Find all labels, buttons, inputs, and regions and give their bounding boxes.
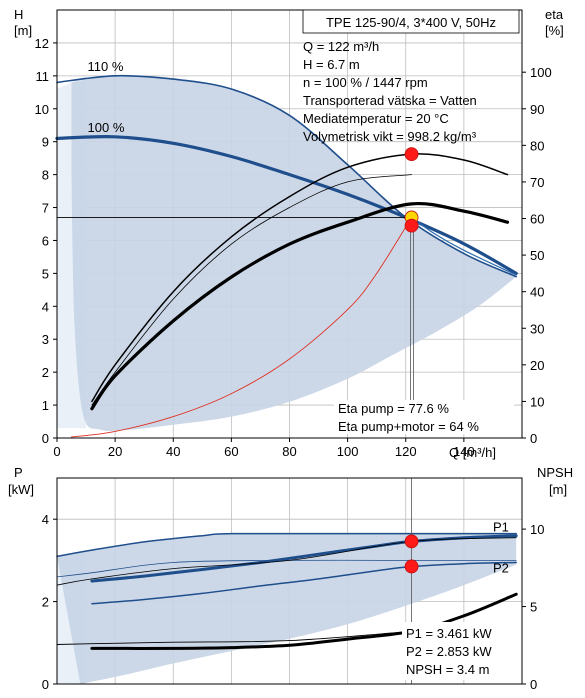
y2-tick-label: 5: [530, 600, 537, 615]
eta-line: Eta pump = 77.6 %: [338, 401, 449, 416]
info-line: n = 100 % / 1447 rpm: [303, 75, 428, 90]
y2-axis-label-unit: [%]: [545, 23, 564, 38]
y2-tick-label: 60: [530, 212, 544, 227]
x-tick-label: 40: [166, 444, 180, 459]
series-line-4: [56, 537, 517, 586]
operating-point-marker: [404, 147, 419, 162]
y-tick-label: 2: [42, 595, 49, 610]
x-tick-label: 140: [453, 444, 475, 459]
series-line-3: [71, 216, 413, 438]
info-line: Volymetrisk vikt = 998.2 kg/m³: [303, 129, 477, 144]
y-tick-label: 3: [42, 332, 49, 347]
y2-tick-label: 0: [530, 677, 537, 692]
operating-point-marker: [404, 534, 419, 549]
power-line: P2 = 2.853 kW: [406, 644, 492, 659]
series-line-4: [91, 153, 509, 403]
y-axis-label: P: [14, 465, 23, 480]
info-line: Q = 122 m³/h: [303, 39, 379, 54]
y2-axis-label: NPSH: [537, 465, 573, 480]
y-tick-label: 2: [42, 365, 49, 380]
power-npsh-panel: 0 2 4 0 5 10 P [kW] NPSH [m] P1 P2 P1 = 3.461 kW P2 =…: [8, 465, 573, 692]
series-line-6: [56, 630, 413, 645]
y-tick-label: 4: [42, 512, 49, 527]
series-line-5: [90, 592, 518, 650]
eta-label-bg: [334, 400, 514, 434]
operating-band: [71, 75, 517, 432]
y-axis-label-unit: [kW]: [8, 482, 34, 497]
x-tick-label: 0: [53, 444, 60, 459]
y2-tick-label: 0: [530, 431, 537, 446]
y2-tick-label: 20: [530, 358, 544, 373]
operating-point-marker: [404, 559, 419, 574]
series-line-0: [56, 74, 517, 278]
series-line-3: [56, 559, 517, 578]
power-line: P1 = 3.461 kW: [406, 626, 492, 641]
x-axis-label: Q [m³/h]: [449, 445, 496, 460]
y-tick-label: 11: [36, 69, 50, 84]
y2-tick-label: 30: [530, 321, 544, 336]
y-tick-label: 8: [42, 168, 49, 183]
y-tick-label: 0: [42, 431, 49, 446]
plot-frame: [56, 477, 523, 685]
series-line-1: [55, 134, 518, 275]
x-tick-label: 20: [108, 444, 122, 459]
x-tick-label: 120: [395, 444, 417, 459]
power-line: NPSH = 3.4 m: [406, 662, 489, 677]
curve-annotation: 110 %: [88, 59, 124, 74]
y-axis-label: H: [14, 7, 23, 22]
y-tick-label: 7: [42, 201, 49, 216]
eta-line: Eta pump+motor = 64 %: [338, 419, 479, 434]
y-tick-label: 4: [42, 299, 49, 314]
y2-axis-label: eta: [545, 7, 564, 22]
series-label: P2: [493, 561, 509, 576]
operating-point-marker: [404, 218, 419, 233]
info-line: H = 6.7 m: [303, 57, 360, 72]
series-line-2: [411, 216, 517, 276]
y-tick-label: 1: [42, 398, 49, 413]
x-tick-label: 100: [337, 444, 359, 459]
chart-title: TPE 125-90/4, 3*400 V, 50Hz: [326, 15, 496, 30]
y2-tick-label: 10: [530, 522, 544, 537]
series-line-0: [56, 532, 517, 558]
y-tick-label: 12: [35, 36, 49, 51]
y-tick-label: 10: [35, 102, 49, 117]
y-tick-label: 6: [42, 233, 49, 248]
y2-tick-label: 40: [530, 285, 544, 300]
series-line-6: [90, 201, 510, 411]
y-tick-label: 9: [42, 135, 49, 150]
y-tick-label: 0: [42, 677, 49, 692]
title-box: [302, 9, 520, 34]
x-tick-label: 60: [224, 444, 238, 459]
y2-tick-label: 10: [530, 394, 544, 409]
curve-annotation: 100 %: [88, 120, 125, 135]
series-label: P1: [493, 519, 509, 534]
y2-axis-label-unit: [m]: [549, 482, 567, 497]
series-line-5: [91, 174, 412, 406]
series-line-1: [90, 534, 518, 583]
y2-tick-label: 50: [530, 248, 544, 263]
y-tick-label: 5: [42, 266, 49, 281]
y2-tick-label: 70: [530, 175, 544, 190]
series-line-2: [91, 561, 517, 605]
y-axis-label-unit: [m]: [14, 23, 32, 38]
info-line: Mediatemperatur = 20 °C: [303, 111, 449, 126]
info-line: Transporterad vätska = Vatten: [303, 93, 477, 108]
operating-band: [57, 533, 517, 684]
y2-tick-label: 90: [530, 102, 544, 117]
y2-tick-label: 100: [530, 65, 552, 80]
y2-tick-label: 80: [530, 138, 544, 153]
x-tick-label: 80: [282, 444, 296, 459]
head-efficiency-panel: 0 20 40 60 80 100 120 1400123456789101112010203…: [14, 7, 564, 460]
power-label-bg: [402, 622, 518, 680]
